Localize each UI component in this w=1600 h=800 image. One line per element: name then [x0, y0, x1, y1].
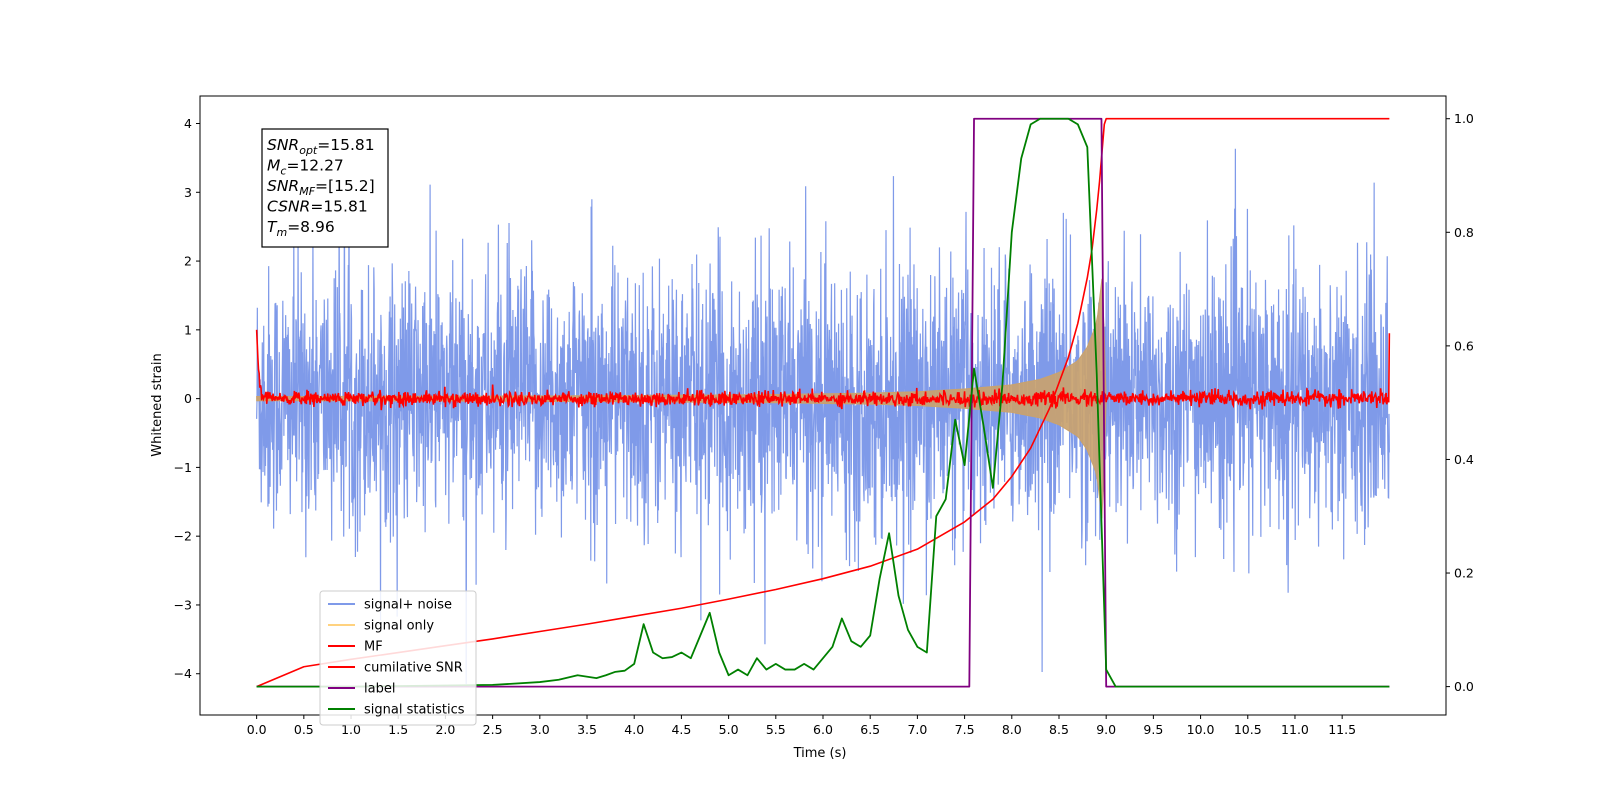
x-tick-label: 5.0: [719, 722, 739, 737]
x-tick-label: 2.5: [483, 722, 503, 737]
x-tick-label: 8.5: [1049, 722, 1069, 737]
x-tick-label: 10.0: [1187, 722, 1215, 737]
y-right-tick-label: 1.0: [1454, 111, 1474, 126]
x-axis: 0.0 0.5 1.0 1.5 2.0 2.5 3.0 3.5 4.0 4.5 5.0 5.5 6.0 6…: [247, 715, 1356, 737]
x-tick-label: 9.5: [1143, 722, 1163, 737]
annotation-line: Tm=8.96: [267, 218, 335, 239]
y-tick-label: 1: [184, 322, 192, 337]
y-right-tick-label: 0.8: [1454, 225, 1474, 240]
y-tick-label: −1: [174, 460, 192, 475]
x-tick-label: 6.5: [860, 722, 880, 737]
x-tick-label: 11.0: [1281, 722, 1309, 737]
y-tick-label: −4: [174, 666, 192, 681]
y-right-tick-label: 0.0: [1454, 679, 1474, 694]
annotation-line: SNRMF=[15.2]: [267, 177, 375, 198]
x-tick-label: 0.5: [294, 722, 314, 737]
x-tick-label: 0.0: [247, 722, 267, 737]
legend-label: signal only: [364, 619, 434, 634]
annotation-frame: [261, 128, 389, 248]
y-axis-title: Whitened strain: [150, 353, 165, 456]
y-right-tick-label: 0.2: [1454, 566, 1474, 581]
y-axis-right: 0.0 0.2 0.4 0.6 0.8 1.0: [1446, 111, 1474, 694]
x-tick-label: 4.5: [671, 722, 691, 737]
x-tick-label: 7.5: [955, 722, 975, 737]
series-layer: [255, 117, 1391, 688]
legend: signal+ noise signal only MF cumilative SNR…: [319, 590, 477, 726]
y-right-tick-label: 0.4: [1454, 452, 1474, 467]
y-tick-label: 3: [184, 185, 192, 200]
x-tick-label: 11.5: [1328, 722, 1356, 737]
legend-label: signal statistics: [364, 703, 465, 718]
y-axis-left: −4 −3 −2 −1 0 1 2 3 4: [174, 116, 200, 681]
x-tick-label: 1.0: [341, 722, 361, 737]
x-tick-label: 3.5: [577, 722, 597, 737]
annotation-box: SNRopt=15.81Mc=12.27SNRMF=[15.2]CSNR=15.…: [261, 128, 389, 248]
x-tick-label: 7.0: [907, 722, 927, 737]
legend-frame: [319, 590, 477, 726]
annotation-line: Mc=12.27: [267, 157, 344, 178]
legend-label: label: [364, 682, 395, 697]
legend-label: signal+ noise: [364, 598, 452, 613]
x-tick-label: 10.5: [1234, 722, 1262, 737]
x-tick-label: 3.0: [530, 722, 550, 737]
y-tick-label: 2: [184, 254, 192, 269]
series-signal-statistics: [256, 117, 1390, 688]
series-mf: [255, 329, 1391, 411]
series-signal-noise: [256, 148, 1390, 685]
x-tick-label: 8.0: [1002, 722, 1022, 737]
legend-label: MF: [364, 640, 383, 655]
annotation-line: CSNR=15.81: [267, 198, 368, 216]
y-tick-label: −3: [174, 597, 192, 612]
x-axis-title: Time (s): [793, 746, 847, 761]
annotation-line: SNRopt=15.81: [267, 136, 375, 157]
legend-label: cumilative SNR: [364, 661, 463, 676]
x-tick-label: 5.5: [766, 722, 786, 737]
y-tick-label: 4: [184, 116, 192, 131]
y-tick-label: −2: [174, 529, 192, 544]
y-tick-label: 0: [184, 391, 192, 406]
x-tick-label: 1.5: [388, 722, 408, 737]
x-tick-label: 9.0: [1096, 722, 1116, 737]
x-tick-label: 6.0: [813, 722, 833, 737]
x-tick-label: 2.0: [435, 722, 455, 737]
y-right-tick-label: 0.6: [1454, 338, 1474, 353]
x-tick-label: 4.0: [624, 722, 644, 737]
